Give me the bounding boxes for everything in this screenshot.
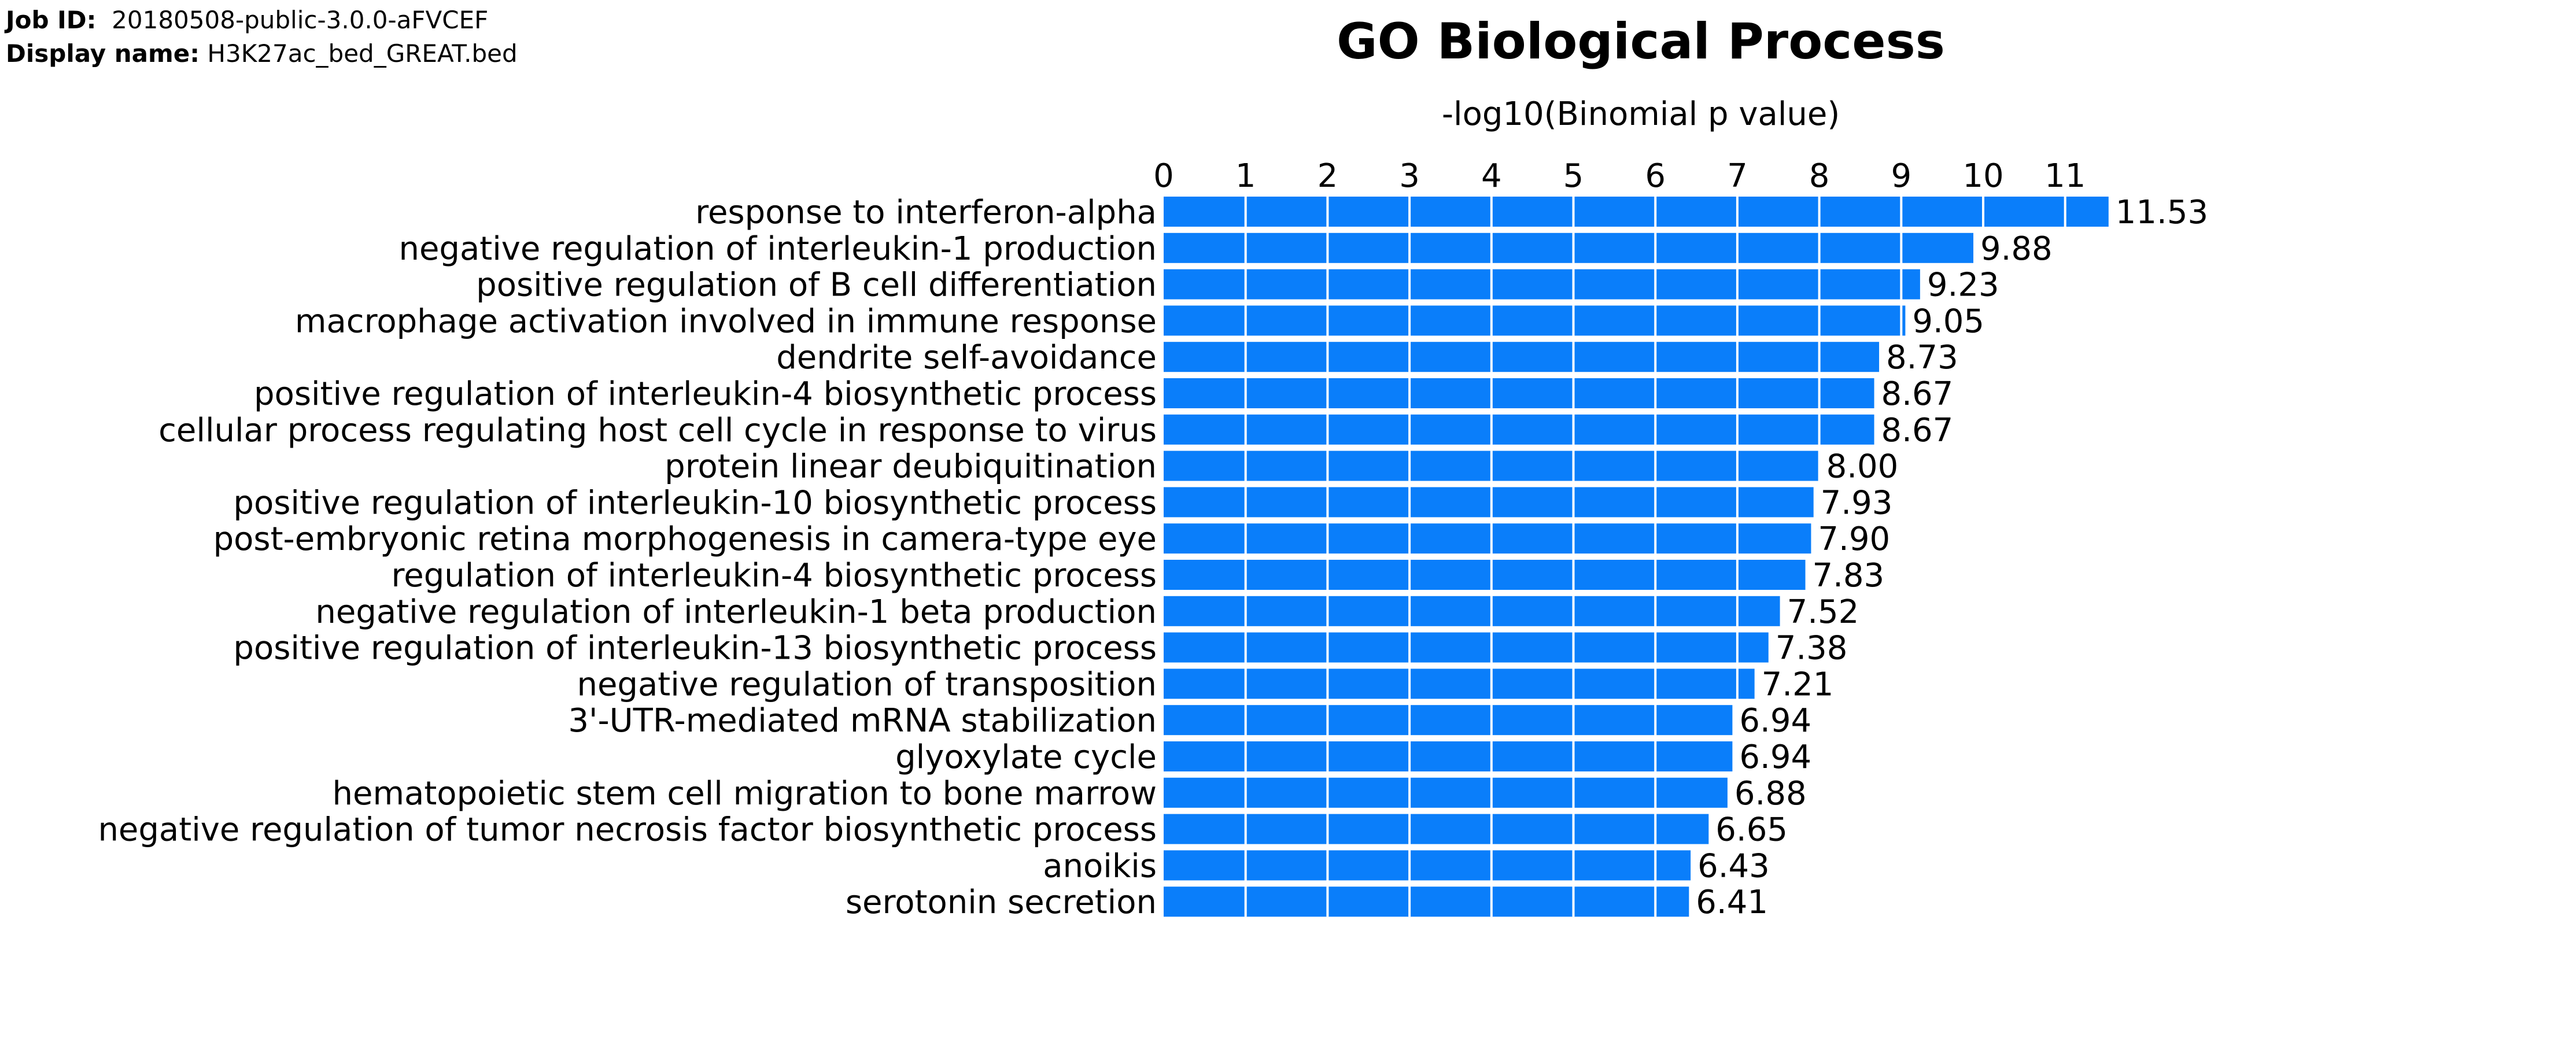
category-label: serotonin secretion bbox=[846, 884, 1157, 921]
category-label: 3'-UTR-mediated mRNA stabilization bbox=[568, 702, 1157, 740]
value-label: 6.94 bbox=[1739, 738, 1811, 776]
value-labels: 11.539.889.239.058.738.678.678.007.937.9… bbox=[1696, 194, 2208, 921]
category-label: positive regulation of interleukin-4 bio… bbox=[254, 375, 1157, 413]
bar bbox=[1164, 414, 1874, 445]
bar bbox=[1164, 523, 1811, 554]
value-label: 9.88 bbox=[1980, 230, 2053, 268]
x-axis-ticks: 0 1 2 3 4 5 6 7 8 9 10 11 bbox=[1153, 157, 2086, 195]
category-label: cellular process regulating host cell cy… bbox=[158, 412, 1157, 449]
category-label: hematopoietic stem cell migration to bon… bbox=[333, 775, 1157, 812]
x-tick-label: 8 bbox=[1809, 157, 1830, 195]
category-label: negative regulation of tumor necrosis fa… bbox=[98, 811, 1157, 849]
category-label: negative regulation of interleukin-1 pro… bbox=[398, 230, 1157, 268]
value-label: 7.93 bbox=[1821, 484, 1893, 522]
bar bbox=[1164, 668, 1755, 699]
bar bbox=[1164, 632, 1769, 663]
job-id-line: Job ID: 20180508-public-3.0.0-aFVCEF bbox=[6, 8, 488, 32]
chart-title: GO Biological Process bbox=[1337, 13, 1945, 71]
category-label: post-embryonic retina morphogenesis in c… bbox=[213, 520, 1157, 558]
value-label: 9.23 bbox=[1927, 267, 1999, 304]
bar bbox=[1164, 596, 1780, 626]
value-label: 6.88 bbox=[1734, 775, 1807, 812]
value-label: 8.67 bbox=[1881, 375, 1954, 413]
category-label: glyoxylate cycle bbox=[895, 738, 1157, 776]
value-label: 7.21 bbox=[1762, 666, 1834, 703]
bar bbox=[1164, 232, 1973, 263]
category-label: positive regulation of B cell differenti… bbox=[476, 267, 1157, 304]
category-label: regulation of interleukin-4 biosynthetic… bbox=[392, 557, 1157, 594]
x-axis-label: -log10(Binomial p value) bbox=[1442, 95, 1840, 133]
bar bbox=[1164, 741, 1733, 771]
bars-layer bbox=[1164, 197, 2109, 917]
x-tick-label: 5 bbox=[1563, 157, 1584, 195]
bar bbox=[1164, 197, 2109, 227]
category-label: response to interferon-alpha bbox=[695, 194, 1157, 231]
value-label: 6.43 bbox=[1697, 847, 1770, 885]
x-tick-label: 9 bbox=[1891, 157, 1911, 195]
display-name-line: Display name: H3K27ac_bed_GREAT.bed bbox=[6, 42, 518, 66]
bar bbox=[1164, 705, 1733, 736]
job-id-label: Job ID: bbox=[6, 6, 97, 34]
value-label: 8.00 bbox=[1826, 448, 1899, 486]
display-name-value: H3K27ac_bed_GREAT.bed bbox=[207, 39, 518, 68]
bar bbox=[1164, 305, 1906, 336]
category-label: positive regulation of interleukin-10 bi… bbox=[233, 484, 1157, 522]
value-label: 6.94 bbox=[1739, 702, 1811, 740]
category-label: anoikis bbox=[1043, 847, 1157, 885]
category-label: negative regulation of transposition bbox=[577, 666, 1157, 703]
value-label: 7.38 bbox=[1776, 630, 1848, 667]
bar bbox=[1164, 560, 1806, 590]
value-label: 7.90 bbox=[1818, 520, 1890, 558]
value-label: 7.83 bbox=[1813, 557, 1885, 594]
value-label: 7.52 bbox=[1787, 593, 1859, 631]
bar bbox=[1164, 850, 1691, 881]
bar bbox=[1164, 342, 1880, 372]
job-id-value: 20180508-public-3.0.0-aFVCEF bbox=[112, 6, 489, 34]
bar bbox=[1164, 378, 1874, 408]
x-tick-label: 11 bbox=[2044, 157, 2086, 195]
category-label: negative regulation of interleukin-1 bet… bbox=[315, 593, 1157, 631]
x-tick-label: 6 bbox=[1645, 157, 1666, 195]
bar bbox=[1164, 887, 1689, 917]
value-label: 11.53 bbox=[2116, 194, 2208, 231]
display-name-label: Display name: bbox=[6, 39, 200, 68]
category-label: protein linear deubiquitination bbox=[665, 448, 1157, 486]
x-tick-label: 1 bbox=[1235, 157, 1256, 195]
x-tick-label: 7 bbox=[1727, 157, 1748, 195]
value-label: 8.73 bbox=[1886, 339, 1958, 376]
grid-layer bbox=[1244, 197, 2066, 917]
bar bbox=[1164, 269, 1920, 300]
value-label: 6.41 bbox=[1696, 884, 1768, 921]
category-label: macrophage activation involved in immune… bbox=[295, 302, 1157, 340]
x-tick-label: 0 bbox=[1153, 157, 1174, 195]
bar bbox=[1164, 814, 1709, 844]
x-tick-label: 4 bbox=[1481, 157, 1502, 195]
value-label: 6.65 bbox=[1715, 811, 1788, 849]
x-tick-label: 3 bbox=[1399, 157, 1420, 195]
value-label: 9.05 bbox=[1912, 302, 1984, 340]
category-label: positive regulation of interleukin-13 bi… bbox=[233, 630, 1157, 667]
value-label: 8.67 bbox=[1881, 412, 1954, 449]
x-tick-label: 2 bbox=[1317, 157, 1338, 195]
category-label: dendrite self-avoidance bbox=[776, 339, 1157, 376]
bar bbox=[1164, 777, 1728, 808]
bar bbox=[1164, 487, 1814, 518]
x-tick-label: 10 bbox=[1962, 157, 2003, 195]
